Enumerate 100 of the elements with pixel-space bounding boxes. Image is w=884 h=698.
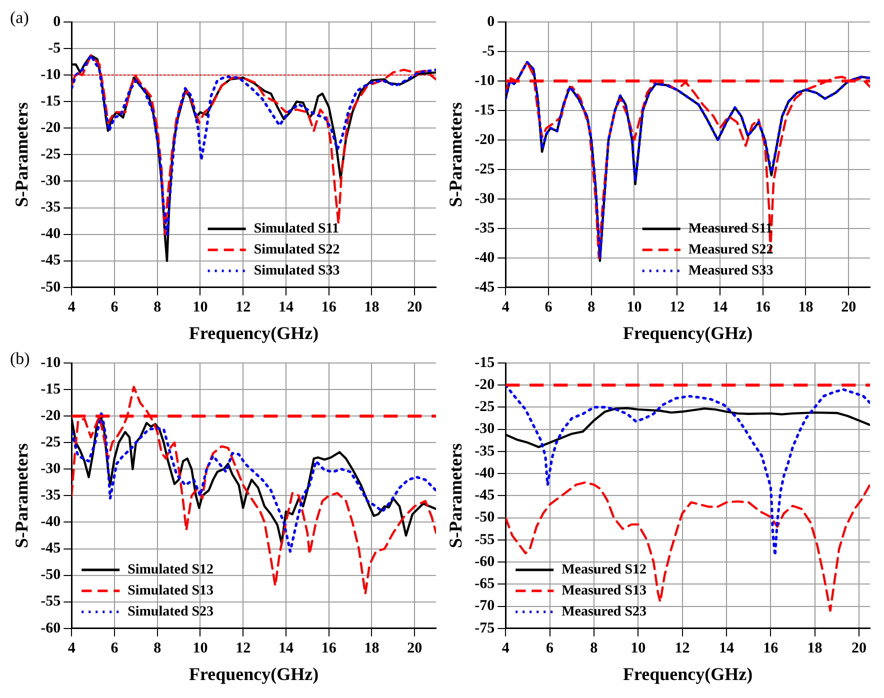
legend-label: Simulated S13 [128, 584, 214, 599]
x-tick-label: 8 [588, 299, 596, 316]
x-tick-label: 14 [718, 640, 734, 656]
y-tick-label: -60 [474, 554, 495, 570]
x-tick-label: 8 [590, 640, 598, 656]
y-axis-title: S-Parameters [11, 102, 32, 208]
y-tick-label: -25 [40, 146, 61, 163]
line-series [506, 384, 870, 557]
x-tick-label: 12 [236, 640, 251, 656]
y-tick-label: -35 [474, 220, 495, 236]
y-tick-label: -20 [40, 120, 61, 136]
y-tick-label: -20 [474, 376, 495, 393]
y-tick-label: -30 [474, 190, 495, 207]
x-tick-label: 10 [192, 640, 208, 656]
x-tick-label: 4 [68, 299, 76, 316]
y-tick-label: -35 [40, 488, 61, 504]
y-tick-label: -45 [474, 488, 495, 504]
y-tick-label: -20 [474, 132, 495, 148]
x-axis-title: Frequency(GHz) [622, 322, 753, 343]
y-tick-label: -55 [474, 532, 495, 548]
x-tick-label: 8 [154, 299, 162, 316]
x-tick-label: 20 [407, 640, 422, 656]
x-axis-title: Frequency(GHz) [188, 664, 319, 684]
x-tick-label: 10 [192, 299, 208, 316]
x-tick-label: 8 [154, 640, 162, 656]
y-tick-label: -15 [40, 381, 61, 398]
y-axis-title: S-Parameters [11, 443, 32, 548]
y-tick-label: 0 [487, 14, 495, 30]
y-tick-label: -30 [40, 173, 61, 190]
x-tick-label: 14 [278, 299, 294, 316]
y-tick-label: -10 [40, 354, 61, 371]
y-tick-label: -50 [474, 510, 495, 526]
x-tick-label: 6 [544, 299, 553, 316]
x-tick-label: 16 [755, 299, 771, 316]
x-tick-label: 18 [364, 640, 380, 656]
x-tick-label: 16 [321, 640, 337, 656]
x-tick-label: 16 [763, 640, 779, 656]
y-tick-label: -15 [474, 354, 495, 371]
y-tick-label: -15 [474, 102, 495, 118]
legend-label: Simulated S33 [254, 264, 340, 279]
y-tick-label: -35 [474, 443, 495, 460]
x-tick-label: 6 [110, 640, 119, 656]
y-tick-label: -70 [474, 598, 495, 614]
x-tick-label: 20 [841, 299, 856, 316]
y-tick-label: -40 [474, 465, 495, 482]
y-tick-label: -45 [40, 252, 61, 269]
y-tick-label: -30 [474, 421, 495, 438]
x-axis-title: Frequency(GHz) [188, 322, 319, 343]
y-tick-label: -30 [40, 461, 61, 478]
y-tick-label: -55 [40, 594, 61, 610]
y-tick-label: -50 [40, 279, 61, 296]
y-tick-label: -10 [40, 66, 61, 83]
x-tick-label: 6 [546, 640, 554, 656]
x-axis-title: Frequency(GHz) [622, 664, 753, 684]
y-tick-label: -10 [474, 72, 495, 89]
y-tick-label: -40 [40, 514, 61, 530]
legend-label: Simulated S22 [254, 242, 340, 258]
x-tick-label: 14 [278, 640, 294, 656]
x-tick-label: 12 [236, 299, 251, 316]
y-axis-title: S-Parameters [445, 443, 466, 548]
y-tick-label: -25 [40, 434, 61, 450]
x-tick-label: 14 [712, 299, 728, 316]
legend-label: Simulated S11 [254, 222, 340, 237]
legend-label: Measured S23 [562, 604, 647, 620]
y-tick-label: -65 [474, 576, 495, 592]
text: (a) [10, 8, 29, 27]
legend-label: Measured S13 [562, 584, 647, 599]
x-tick-label: 18 [807, 640, 822, 656]
x-tick-label: 10 [626, 299, 642, 316]
x-tick-label: 10 [630, 640, 646, 656]
y-tick-label: -40 [40, 226, 61, 242]
x-tick-label: 20 [851, 640, 866, 656]
y-tick-label: -45 [474, 279, 495, 296]
x-tick-label: 6 [110, 299, 119, 316]
x-tick-label: 18 [798, 299, 814, 316]
legend-label: Measured S11 [688, 222, 772, 237]
x-tick-label: 12 [670, 299, 685, 316]
x-tick-label: 20 [407, 299, 422, 316]
y-tick-label: -5 [48, 40, 61, 56]
y-tick-label: -50 [40, 567, 61, 584]
y-tick-label: -20 [40, 408, 61, 424]
y-tick-label: -25 [474, 161, 495, 178]
legend-label: Measured S22 [688, 242, 774, 258]
y-axis-title: S-Parameters [445, 102, 466, 208]
line-series [72, 386, 436, 595]
x-tick-label: 12 [674, 640, 690, 656]
y-tick-label: -40 [474, 250, 495, 266]
y-tick-label: -60 [40, 620, 61, 636]
y-tick-label: -75 [474, 620, 495, 636]
legend-label: Simulated S12 [128, 562, 214, 578]
x-tick-label: 16 [321, 299, 337, 316]
text: (b) [10, 348, 30, 368]
y-tick-label: -45 [40, 540, 61, 557]
legend-label: Simulated S23 [128, 604, 214, 620]
x-tick-label: 4 [502, 299, 510, 316]
x-tick-label: 4 [502, 640, 510, 656]
x-tick-label: 4 [68, 640, 76, 656]
y-tick-label: -5 [482, 43, 495, 60]
legend-label: Measured S33 [688, 264, 774, 279]
legend-label: Measured S12 [562, 562, 647, 578]
